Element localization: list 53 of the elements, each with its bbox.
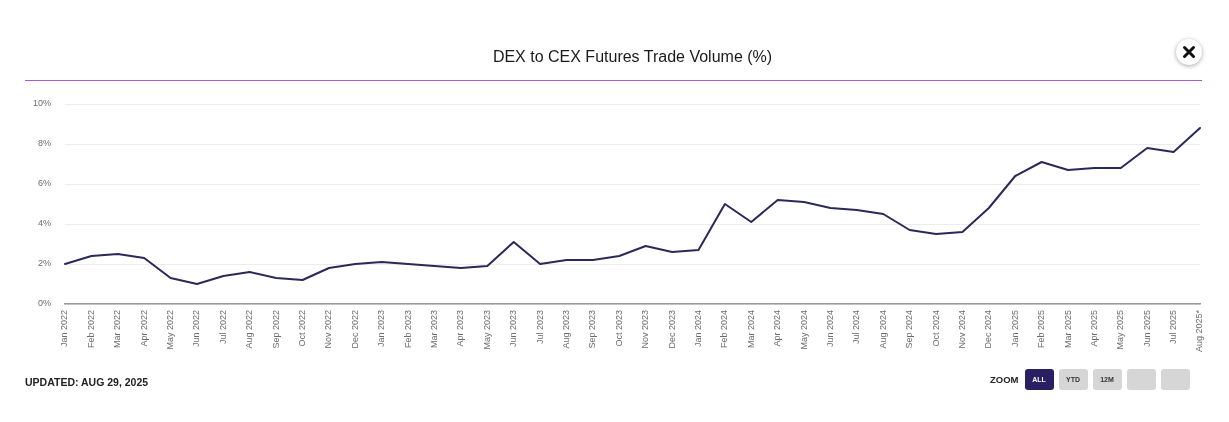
x-tick-label: Jul 2023: [534, 310, 545, 345]
x-tick-label: Jan 2024: [692, 310, 703, 348]
x-tick-label: Jan 2023: [376, 310, 387, 348]
x-tick-label: Jul 2025: [1168, 310, 1179, 345]
x-tick-label: Jun 2023: [508, 310, 519, 348]
x-tick-label: Apr 2022: [138, 310, 149, 347]
x-tick-label: Mar 2023: [429, 310, 440, 349]
x-tick-label: Apr 2025: [1088, 310, 1099, 347]
x-tick-label: Nov 2022: [323, 310, 334, 349]
y-tick-label: 0%: [37, 298, 51, 309]
x-tick-label: Dec 2022: [349, 310, 360, 349]
x-tick-label: Oct 2024: [930, 310, 941, 347]
x-tick-label: Feb 2022: [85, 310, 96, 349]
y-tick-label: 4%: [37, 218, 51, 229]
x-tick-label: Feb 2024: [719, 310, 730, 349]
text: ZOOM: [990, 374, 1019, 385]
x-tick-label: Feb 2023: [402, 310, 413, 349]
x-tick-label: Sep 2024: [904, 310, 915, 349]
x-tick-label: May 2025: [1115, 310, 1126, 350]
y-tick-label: 2%: [37, 258, 51, 269]
text: UPDATED: AUG 29, 2025: [25, 376, 149, 388]
x-tick-label: Jun 2024: [824, 310, 835, 348]
x-tick-label: Aug 2025*: [1194, 309, 1205, 353]
x-tick-label: Dec 2023: [666, 310, 677, 349]
x-tick-label: Dec 2024: [983, 310, 994, 349]
x-tick-label: Aug 2022: [244, 310, 255, 349]
x-tick-label: May 2024: [798, 310, 809, 350]
x-tick-label: Nov 2023: [640, 310, 651, 349]
x-tick-label: Jun 2025: [1141, 310, 1152, 348]
x-tick-label: Jun 2022: [191, 310, 202, 348]
x-tick-label: Oct 2023: [613, 310, 624, 347]
x-tick-label: Feb 2025: [1036, 310, 1047, 349]
x-tick-label: Oct 2022: [297, 310, 308, 347]
x-tick-label: Apr 2024: [772, 310, 783, 347]
x-tick-label: Jan 2022: [59, 310, 70, 348]
x-tick-label: May 2022: [165, 310, 176, 350]
x-tick-label: Mar 2025: [1062, 310, 1073, 349]
x-tick-label: Sep 2023: [587, 310, 598, 349]
y-tick-label: 10%: [32, 98, 51, 109]
x-tick-label: Nov 2024: [956, 310, 967, 349]
chart-title: DEX to CEX Futures Trade Volume (%): [491, 47, 774, 67]
x-tick-label: Jan 2025: [1009, 310, 1020, 348]
x-tick-label: Jul 2024: [851, 310, 862, 345]
y-tick-label: 6%: [37, 178, 51, 189]
x-tick-label: Mar 2022: [112, 310, 123, 349]
x-tick-label: Mar 2024: [745, 310, 756, 349]
x-tick-label: Aug 2023: [561, 310, 571, 349]
x-tick-label: May 2023: [481, 310, 492, 350]
x-tick-label: Jul 2022: [217, 310, 228, 345]
x-tick-label: Apr 2023: [455, 310, 466, 347]
x-tick-label: Sep 2022: [270, 310, 281, 349]
x-tick-label: Aug 2024: [877, 310, 888, 349]
y-tick-label: 8%: [37, 138, 51, 149]
